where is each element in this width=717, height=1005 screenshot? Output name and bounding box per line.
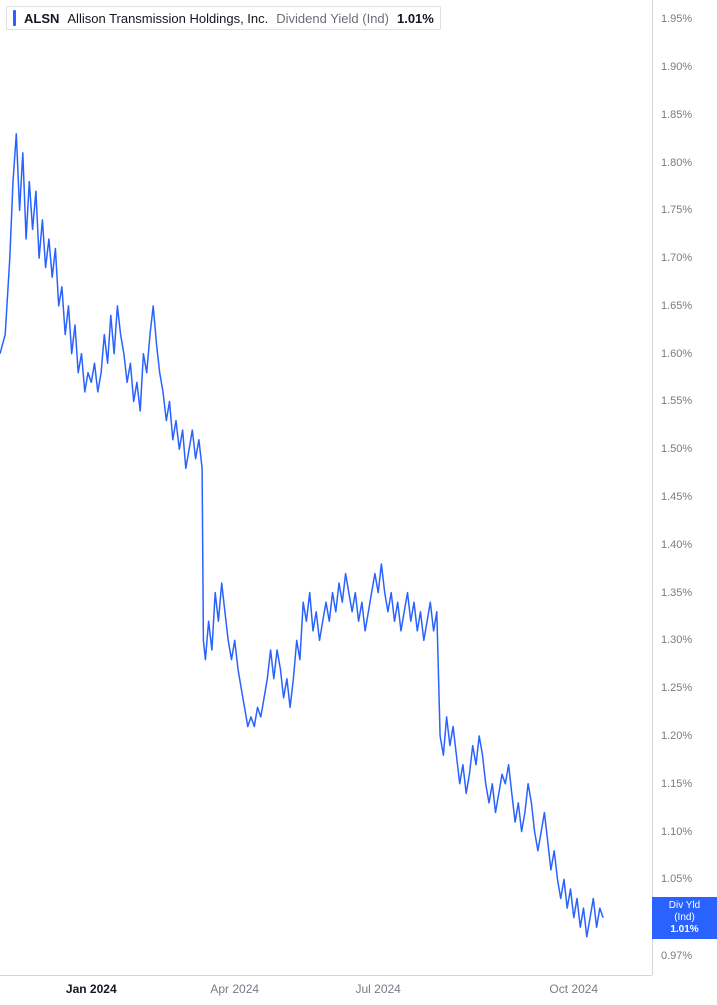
x-tick-label: Oct 2024: [549, 982, 598, 996]
company-name: Allison Transmission Holdings, Inc.: [67, 11, 268, 26]
y-tick-label: 1.50%: [661, 443, 692, 455]
y-tick-label: 1.35%: [661, 587, 692, 599]
y-tick-label: 1.75%: [661, 204, 692, 216]
y-tick-label: 1.45%: [661, 491, 692, 503]
y-tick-label: 1.85%: [661, 109, 692, 121]
y-tick-label: 0.97%: [661, 950, 692, 962]
x-tick-label: Apr 2024: [210, 982, 259, 996]
current-price-tag: Div Yld (Ind) 1.01%: [652, 897, 717, 939]
ticker-symbol[interactable]: ALSN: [24, 11, 59, 26]
price-tag-value: 1.01%: [658, 924, 711, 936]
chart-header: ALSN Allison Transmission Holdings, Inc.…: [6, 6, 441, 30]
x-tick-label: Jul 2024: [355, 982, 400, 996]
price-tag-label: Div Yld (Ind): [658, 900, 711, 924]
y-tick-label: 1.10%: [661, 826, 692, 838]
y-tick-label: 1.90%: [661, 61, 692, 73]
x-tick-label: Jan 2024: [66, 982, 117, 996]
y-tick-label: 1.60%: [661, 348, 692, 360]
metric-label: Dividend Yield (Ind): [276, 11, 389, 26]
price-line: [0, 0, 652, 975]
metric-value: 1.01%: [397, 11, 434, 26]
x-axis: Jan 2024 Apr 2024 Jul 2024 Oct 2024: [0, 975, 652, 1005]
y-tick-label: 1.30%: [661, 634, 692, 646]
y-tick-label: 1.65%: [661, 300, 692, 312]
y-tick-label: 1.70%: [661, 252, 692, 264]
y-tick-label: 1.05%: [661, 873, 692, 885]
y-tick-label: 1.80%: [661, 157, 692, 169]
y-axis: 0.97% 1.01% 1.05% 1.10% 1.15% 1.20% 1.25% 1.30%…: [652, 0, 717, 975]
y-tick-label: 1.40%: [661, 539, 692, 551]
ticker-color-bar: [13, 10, 16, 26]
y-tick-label: 1.20%: [661, 730, 692, 742]
y-tick-label: 1.55%: [661, 395, 692, 407]
chart-plot-area[interactable]: [0, 0, 652, 975]
y-tick-label: 1.15%: [661, 778, 692, 790]
y-tick-label: 1.95%: [661, 13, 692, 25]
y-tick-label: 1.25%: [661, 682, 692, 694]
